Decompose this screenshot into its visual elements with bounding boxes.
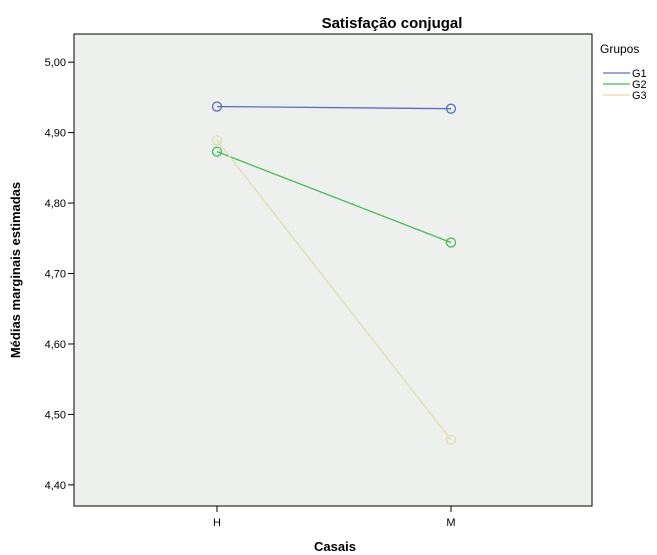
x-tick-label: M: [446, 517, 455, 529]
y-tick-label: 5,00: [45, 57, 66, 69]
legend-label-g1: G1: [632, 68, 647, 80]
plot-area: [73, 33, 593, 507]
data-point-g3-h: [211, 135, 223, 146]
y-axis-ticks: 4,40 4,50 4,60 4,70 4,80 4,90 5,00: [45, 57, 74, 492]
y-axis-label: Médias marginais estimadas: [8, 182, 23, 358]
x-axis-label: Casais: [314, 539, 356, 554]
series-lines: [211, 101, 457, 445]
data-point-g2-h: [211, 146, 223, 157]
data-point-g2-m: [445, 237, 457, 248]
y-tick-label: 4,60: [45, 339, 66, 351]
data-point-g3-m: [445, 434, 457, 445]
x-tick-label: H: [213, 517, 221, 529]
y-tick-label: 4,40: [45, 480, 66, 492]
y-tick-label: 4,50: [45, 409, 66, 421]
series-line-g3: [216, 139, 452, 441]
series-line-g2: [216, 151, 452, 244]
y-tick-label: 4,80: [45, 198, 66, 210]
y-tick-label: 4,90: [45, 128, 66, 140]
legend-label-g2: G2: [632, 79, 647, 91]
series-line-g1: [216, 105, 452, 110]
legend-label-g3: G3: [632, 90, 647, 102]
legend-title: Grupos: [600, 42, 639, 56]
data-point-g1-h: [211, 101, 223, 112]
data-point-g1-m: [445, 103, 457, 114]
y-tick-label: 4,70: [45, 269, 66, 281]
chart-title: Satisfação conjugal: [322, 15, 463, 32]
